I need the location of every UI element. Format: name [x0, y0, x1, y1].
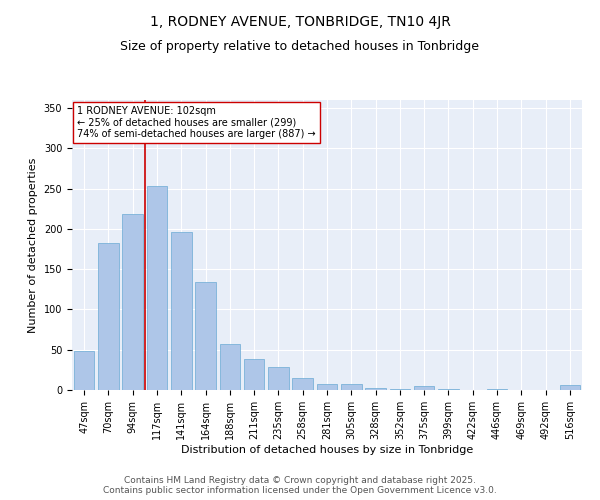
- Bar: [171, 232, 191, 390]
- Bar: [560, 385, 580, 390]
- Y-axis label: Number of detached properties: Number of detached properties: [28, 158, 38, 332]
- Bar: [74, 352, 94, 390]
- Text: Contains HM Land Registry data © Crown copyright and database right 2025.
Contai: Contains HM Land Registry data © Crown c…: [103, 476, 497, 495]
- Bar: [146, 186, 167, 390]
- Text: 1 RODNEY AVENUE: 102sqm
← 25% of detached houses are smaller (299)
74% of semi-d: 1 RODNEY AVENUE: 102sqm ← 25% of detache…: [77, 106, 316, 139]
- Bar: [414, 386, 434, 390]
- Bar: [195, 282, 216, 390]
- Bar: [292, 378, 313, 390]
- Bar: [122, 214, 143, 390]
- Bar: [438, 389, 459, 390]
- Bar: [487, 389, 508, 390]
- Text: 1, RODNEY AVENUE, TONBRIDGE, TN10 4JR: 1, RODNEY AVENUE, TONBRIDGE, TN10 4JR: [149, 15, 451, 29]
- Bar: [98, 242, 119, 390]
- X-axis label: Distribution of detached houses by size in Tonbridge: Distribution of detached houses by size …: [181, 444, 473, 454]
- Bar: [220, 344, 240, 390]
- Bar: [268, 368, 289, 390]
- Text: Size of property relative to detached houses in Tonbridge: Size of property relative to detached ho…: [121, 40, 479, 53]
- Bar: [317, 384, 337, 390]
- Bar: [244, 358, 265, 390]
- Bar: [389, 389, 410, 390]
- Bar: [365, 388, 386, 390]
- Bar: [341, 384, 362, 390]
